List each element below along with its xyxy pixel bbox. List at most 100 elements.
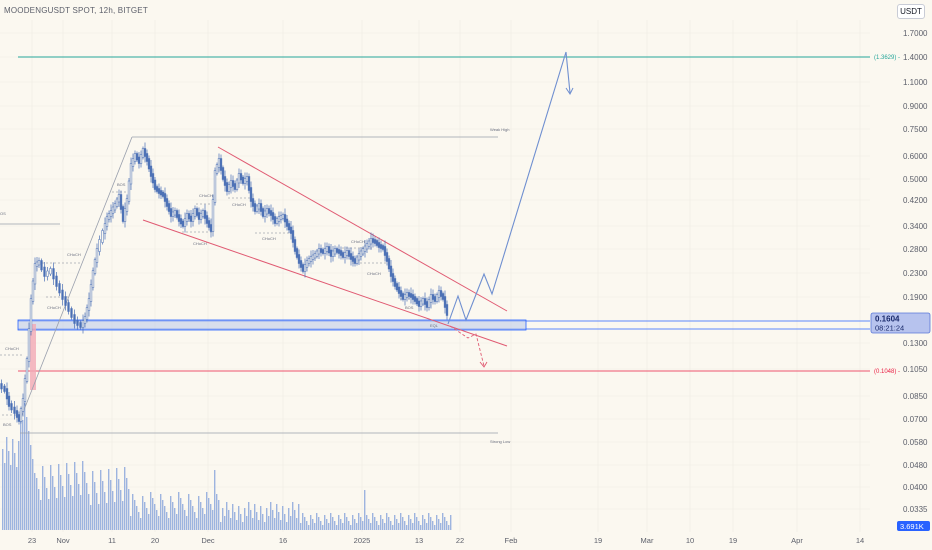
volume-bar — [342, 523, 344, 530]
candle — [435, 294, 439, 302]
volume-bar — [54, 487, 56, 530]
volume-bar — [194, 512, 196, 530]
volume-bar — [278, 512, 280, 530]
volume-bar — [276, 504, 278, 530]
volume-bar — [450, 515, 452, 530]
volume-bar — [164, 506, 166, 530]
price-tick-label: 0.0580 — [903, 438, 928, 447]
volume-bar — [260, 506, 262, 530]
time-tick-label: 22 — [456, 536, 464, 545]
volume-bar — [416, 517, 418, 530]
volume-bar — [336, 525, 338, 530]
candle — [183, 218, 187, 227]
candle — [219, 158, 223, 171]
candle — [111, 206, 115, 214]
price-tick-label: 1.4000 — [903, 53, 928, 62]
candle — [307, 258, 311, 264]
volume-bar — [40, 500, 42, 530]
volume-bar — [420, 525, 422, 530]
candle — [287, 223, 291, 231]
candle — [105, 216, 109, 227]
candle — [257, 203, 261, 210]
volume-bar — [118, 479, 120, 530]
volume-bar — [382, 519, 384, 530]
volume-bar — [440, 523, 442, 530]
candle — [405, 292, 409, 298]
volume-bar — [438, 519, 440, 530]
choch-label-5: CHoCH — [232, 202, 246, 207]
volume-bar — [124, 467, 126, 530]
candle — [211, 199, 215, 232]
volume-bar — [400, 513, 402, 530]
candle — [327, 246, 331, 254]
time-tick-label: 16 — [279, 536, 287, 545]
volume-value-tag — [897, 521, 930, 531]
choch-label-4: CHoCH — [199, 193, 213, 198]
candle — [165, 198, 169, 207]
volume-bar — [16, 467, 18, 530]
price-tick-label: 0.2800 — [903, 245, 928, 254]
volume-bar — [248, 502, 250, 530]
candle — [301, 264, 305, 272]
wedge-upper-line — [217, 146, 508, 312]
volume-bar — [304, 517, 306, 530]
candle — [101, 230, 104, 243]
candle — [85, 307, 89, 320]
volume-bar — [10, 465, 12, 530]
currency-button[interactable]: USDT — [897, 4, 925, 19]
candle — [397, 286, 401, 294]
volume-bar — [292, 502, 294, 530]
candle — [25, 358, 29, 382]
time-tick-label: 19 — [594, 536, 602, 545]
candle — [177, 214, 181, 222]
volume-bar — [436, 515, 438, 530]
candle — [17, 414, 21, 422]
candle — [117, 194, 121, 203]
volume-bar — [324, 515, 326, 530]
candle — [23, 378, 27, 402]
bos-label: BOS — [117, 182, 126, 187]
choch-label-9: CHoCH — [367, 271, 381, 276]
candle — [369, 238, 373, 245]
candle — [429, 294, 433, 303]
candle — [337, 249, 341, 254]
candle — [381, 245, 385, 250]
volume-bar — [384, 523, 386, 530]
countdown-timer: 08:21:24 — [875, 324, 904, 333]
volume-bar — [286, 522, 288, 530]
volume-bar — [234, 512, 236, 530]
candle — [247, 176, 251, 191]
symbol-title: MOODENGUSDT SPOT, 12h, BITGET — [4, 6, 148, 15]
volume-bar — [112, 491, 114, 530]
volume-bar — [242, 522, 244, 530]
volume-bar — [86, 483, 88, 530]
candle — [269, 210, 273, 216]
volume-bar — [334, 521, 336, 530]
candle — [223, 176, 227, 186]
candle — [107, 213, 111, 220]
volume-bar — [148, 514, 150, 530]
volume-bar — [166, 512, 168, 530]
volume-bar — [168, 518, 170, 530]
candle — [441, 293, 445, 300]
grid — [0, 20, 870, 532]
candle — [359, 250, 363, 257]
projection-bullish — [447, 51, 571, 325]
candle — [131, 158, 135, 167]
volume-bar — [322, 525, 324, 530]
time-axis: 23 Nov 11 20 Dec 16 2025 13 22 Feb 19 Mar 10 19 Apr 14 — [28, 536, 864, 545]
volume-bar — [96, 493, 98, 530]
volume-bar — [176, 514, 178, 530]
volume-bar — [320, 521, 322, 530]
volume-bar — [196, 518, 198, 530]
time-tick-label: Nov — [56, 536, 70, 545]
price-tick-label: 0.1300 — [903, 339, 928, 348]
price-tick-label: 0.7500 — [903, 125, 928, 134]
volume-bar — [224, 516, 226, 530]
impulse-line — [19, 136, 133, 421]
volume-bar — [390, 521, 392, 530]
volume-bar — [264, 522, 266, 530]
choch-label-1: CHoCH — [67, 252, 81, 257]
candle — [103, 223, 107, 234]
